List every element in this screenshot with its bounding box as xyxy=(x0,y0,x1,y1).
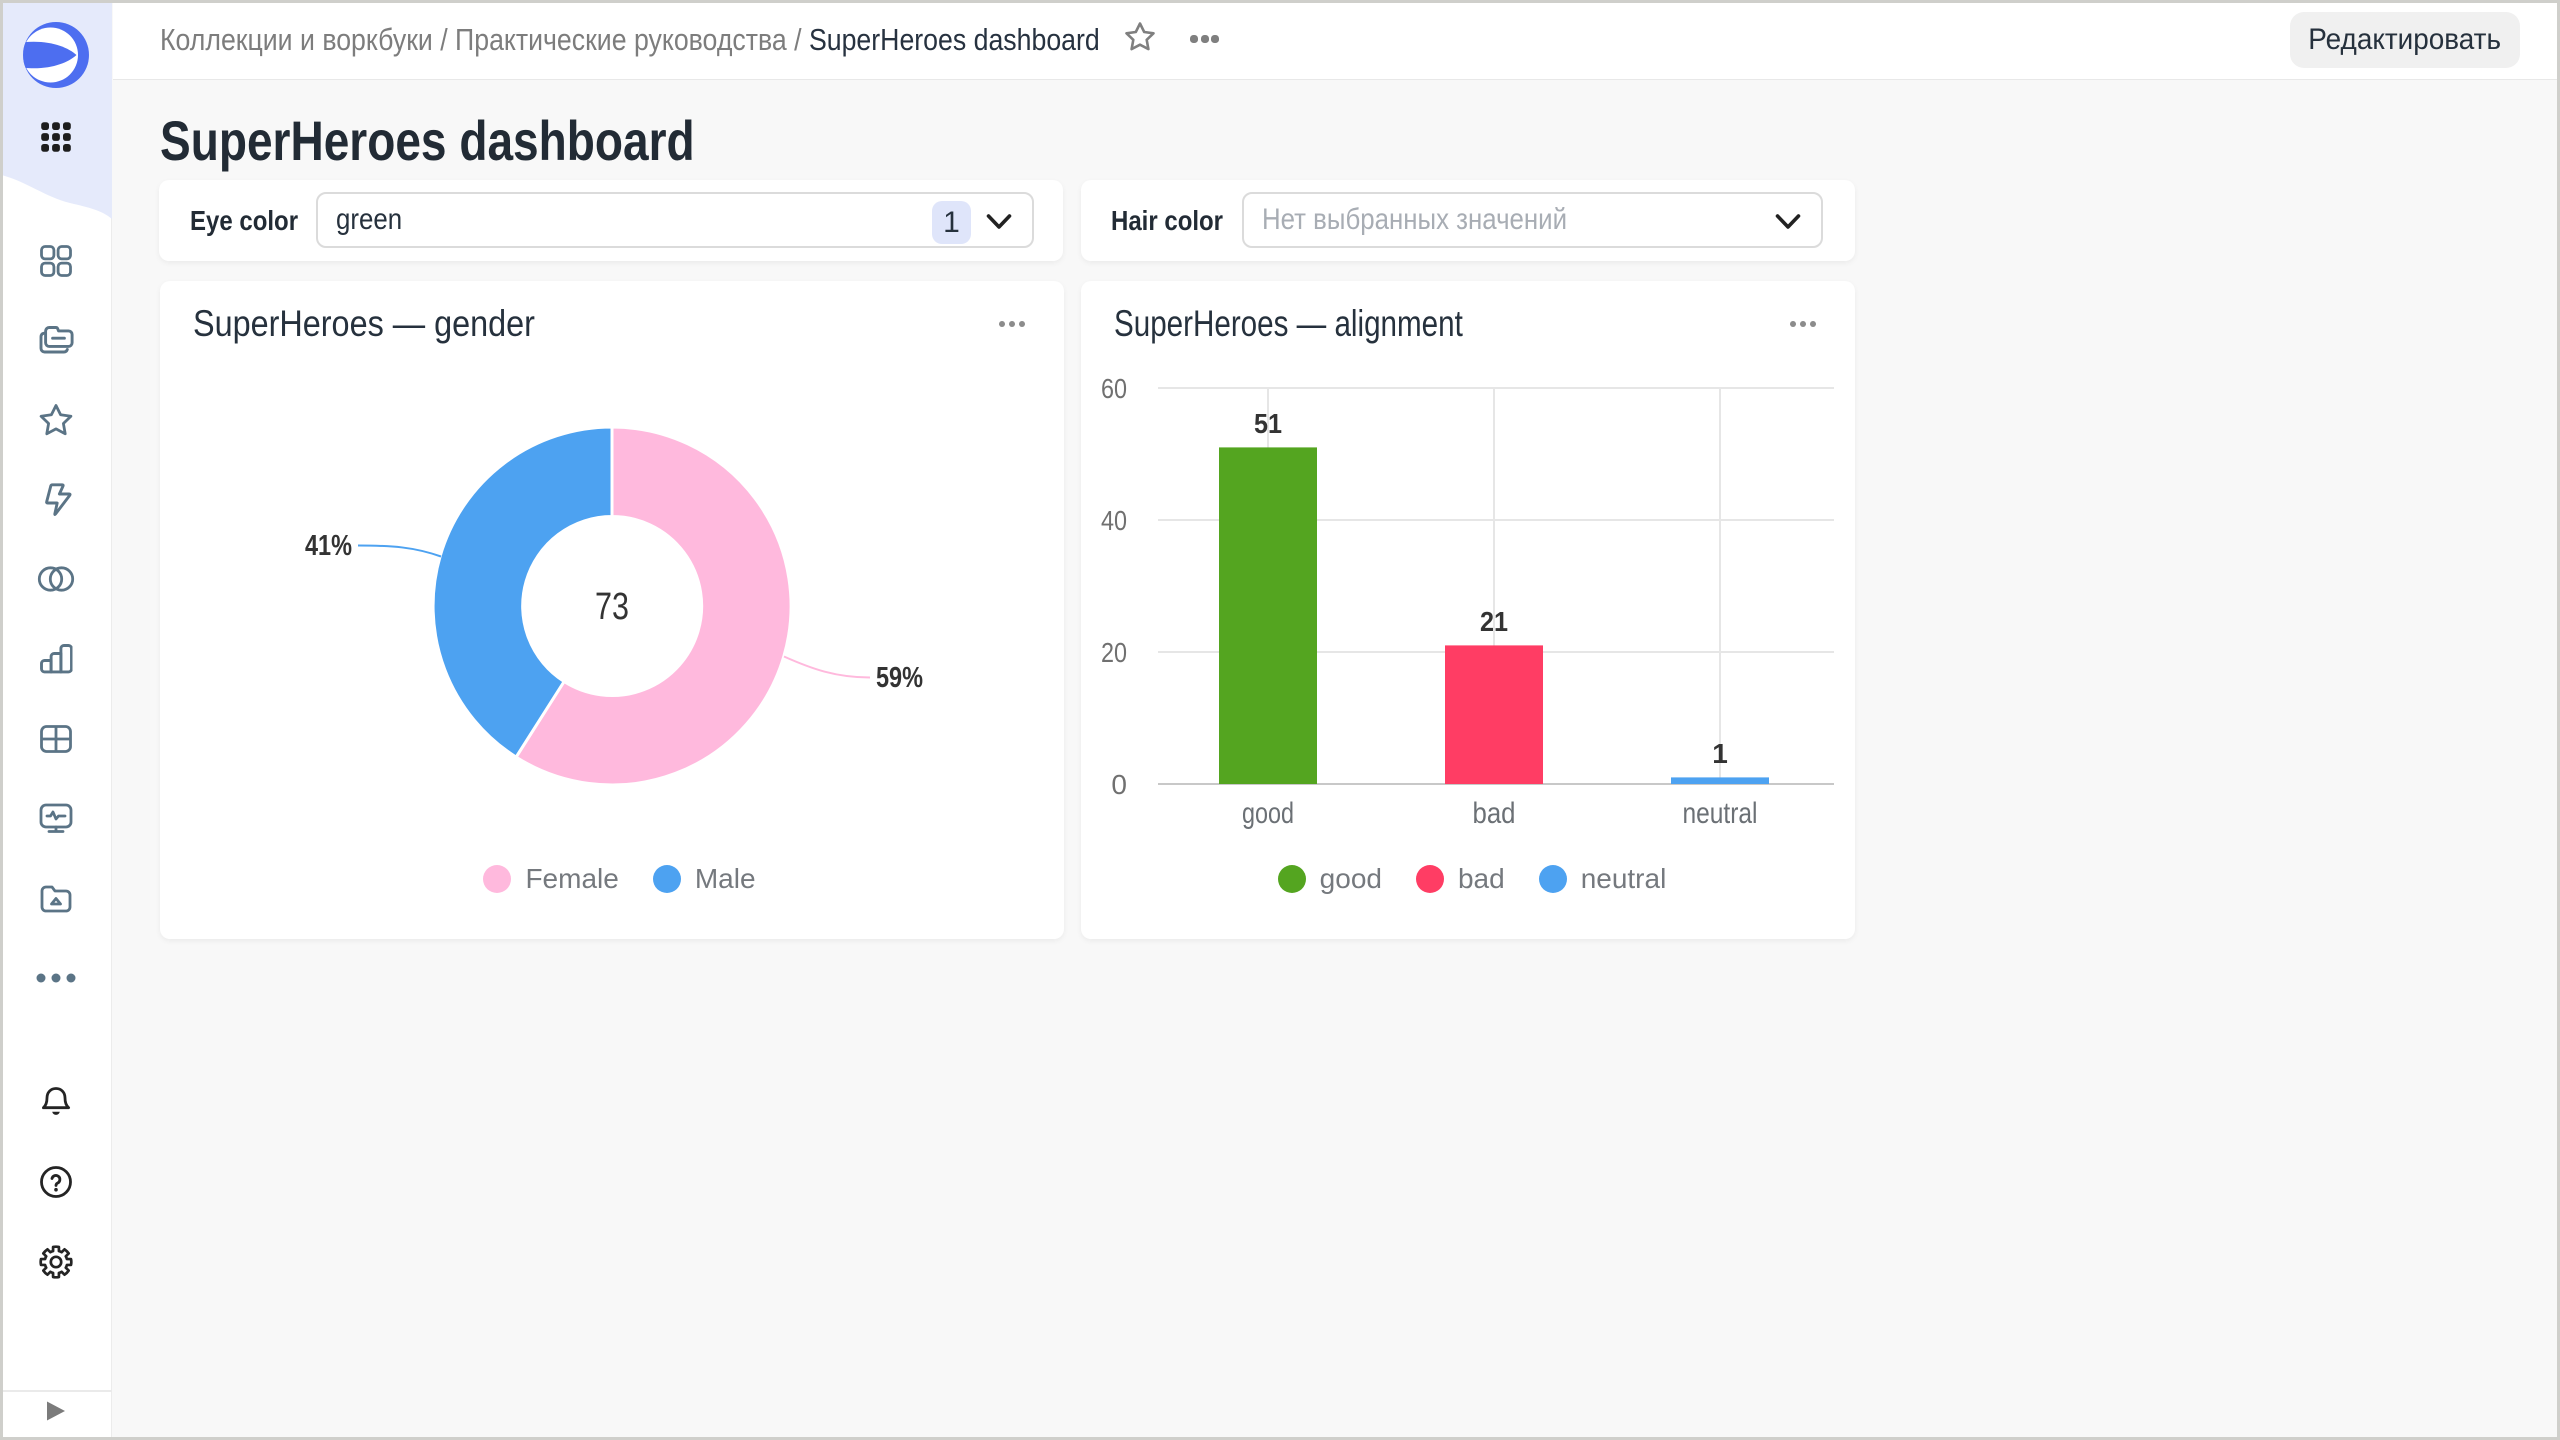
svg-text:40: 40 xyxy=(1101,505,1127,536)
svg-text:good: good xyxy=(1242,797,1294,830)
svg-text:bad: bad xyxy=(1473,797,1516,830)
svg-text:21: 21 xyxy=(1480,606,1508,637)
svg-text:73: 73 xyxy=(595,586,629,628)
svg-text:1: 1 xyxy=(1712,738,1728,769)
svg-text:60: 60 xyxy=(1101,373,1127,404)
svg-text:0: 0 xyxy=(1111,769,1127,800)
svg-text:41%: 41% xyxy=(305,530,352,562)
svg-text:51: 51 xyxy=(1254,408,1282,439)
svg-text:59%: 59% xyxy=(876,662,923,694)
svg-text:neutral: neutral xyxy=(1683,797,1758,830)
svg-text:20: 20 xyxy=(1101,637,1127,668)
